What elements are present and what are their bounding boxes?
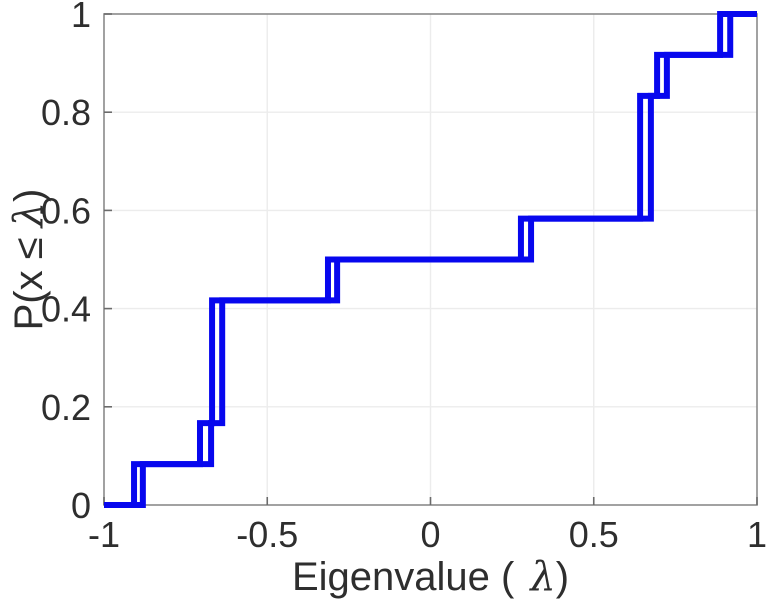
x-axis-label-text: Eigenvalue ( bbox=[292, 555, 515, 599]
x-tick-label: 0 bbox=[420, 514, 440, 555]
x-tick-label: 0.5 bbox=[569, 514, 619, 555]
x-tick-label: -0.5 bbox=[236, 514, 298, 555]
y-axis-label-text: P(x ≤ bbox=[7, 237, 51, 330]
ecdf-series bbox=[104, 11, 757, 508]
y-tick-label: 0.4 bbox=[41, 289, 91, 330]
x-axis-label-close: ) bbox=[556, 555, 569, 599]
y-tick-label: 0.2 bbox=[41, 387, 91, 428]
lambda-symbol: λ bbox=[528, 554, 555, 600]
y-axis-label: P(x ≤ λ) bbox=[6, 189, 52, 331]
x-axis-label: Eigenvalue ( λ) bbox=[292, 554, 569, 600]
y-tick-label: 1 bbox=[71, 0, 91, 35]
y-tick-label: 0 bbox=[71, 485, 91, 526]
y-tick-labels: 0 0.2 0.4 0.6 0.8 1 bbox=[41, 0, 91, 526]
lambda-symbol: λ bbox=[6, 202, 52, 229]
y-axis-label-close: ) bbox=[7, 189, 51, 202]
y-tick-label: 0.8 bbox=[41, 92, 91, 133]
x-tick-labels: -1 -0.5 0 0.5 1 bbox=[88, 514, 767, 555]
y-tick-label: 0.6 bbox=[41, 190, 91, 231]
x-tick-label: 1 bbox=[747, 514, 767, 555]
x-tick-label: -1 bbox=[88, 514, 120, 555]
ecdf-curve-2 bbox=[104, 11, 757, 508]
